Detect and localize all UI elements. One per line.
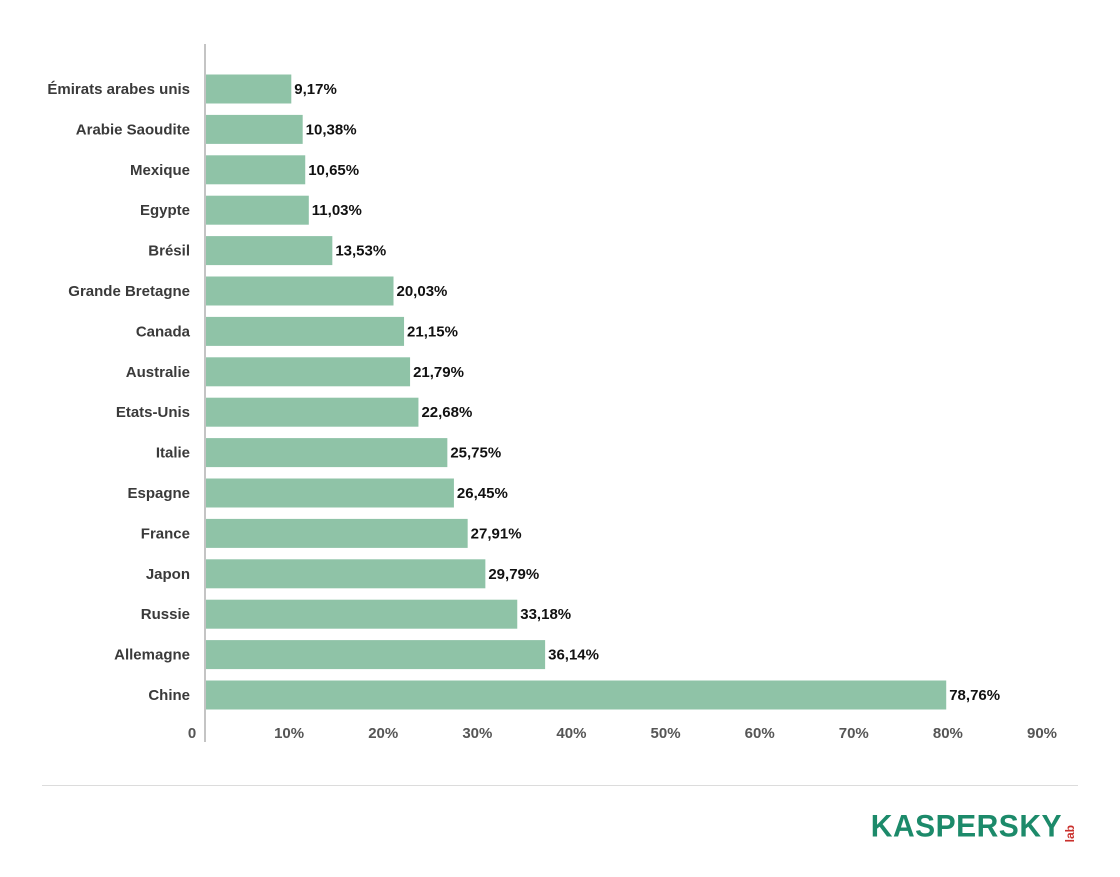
footer-divider bbox=[42, 785, 1078, 786]
bar bbox=[206, 397, 419, 427]
bar bbox=[206, 114, 303, 144]
data-label: 36,14% bbox=[548, 647, 599, 664]
category-label: Mexique bbox=[130, 162, 190, 179]
x-tick-label: 30% bbox=[462, 725, 492, 742]
data-label: 22,68% bbox=[421, 404, 472, 421]
category-label: Brésil bbox=[148, 243, 190, 260]
category-label: Italie bbox=[156, 445, 190, 462]
x-tick-label: 70% bbox=[839, 725, 869, 742]
data-label: 9,17% bbox=[294, 81, 337, 98]
category-label: Australie bbox=[126, 364, 190, 381]
category-label: Allemagne bbox=[114, 647, 190, 664]
category-label: Canada bbox=[136, 323, 191, 340]
bar bbox=[206, 680, 947, 710]
data-label: 21,15% bbox=[407, 323, 458, 340]
data-label: 26,45% bbox=[457, 485, 508, 502]
logo-text: KASPERSKY bbox=[870, 809, 1062, 844]
x-tick-label: 20% bbox=[368, 725, 398, 742]
bar bbox=[206, 559, 486, 589]
category-label: Chine bbox=[148, 687, 190, 704]
bar bbox=[206, 640, 546, 670]
data-label: 13,53% bbox=[335, 243, 386, 260]
data-label: 33,18% bbox=[520, 606, 571, 623]
bar bbox=[206, 478, 454, 508]
bar bbox=[206, 276, 394, 306]
data-label: 20,03% bbox=[397, 283, 448, 300]
category-label: Russie bbox=[141, 606, 190, 623]
data-label: 21,79% bbox=[413, 364, 464, 381]
bar bbox=[206, 155, 306, 185]
category-label: Etats-Unis bbox=[116, 404, 190, 421]
data-label: 10,38% bbox=[306, 121, 357, 138]
category-label: Arabie Saoudite bbox=[76, 121, 190, 138]
data-label: 29,79% bbox=[488, 566, 539, 583]
bar bbox=[206, 438, 448, 468]
x-tick-label: 10% bbox=[274, 725, 304, 742]
data-label: 27,91% bbox=[471, 525, 522, 542]
x-tick-label: 80% bbox=[933, 725, 963, 742]
bar bbox=[206, 74, 292, 104]
bar bbox=[206, 316, 405, 346]
category-label: France bbox=[141, 525, 190, 542]
category-label: Grande Bretagne bbox=[68, 283, 190, 300]
kaspersky-logo: KASPERSKY lab bbox=[870, 809, 1077, 844]
bar-chart: Émirats arabes unis 9,17% Arabie Saoudite 1… bbox=[47, 44, 1057, 742]
category-label: Egypte bbox=[140, 202, 190, 219]
category-label: Émirats arabes unis bbox=[47, 81, 190, 98]
bar bbox=[206, 236, 333, 266]
data-label: 25,75% bbox=[450, 445, 501, 462]
x-tick-label: 60% bbox=[745, 725, 775, 742]
x-tick-label: 40% bbox=[556, 725, 586, 742]
bar bbox=[206, 599, 518, 629]
data-label: 10,65% bbox=[308, 162, 359, 179]
category-label: Japon bbox=[146, 566, 190, 583]
x-tick-label: 0 bbox=[188, 725, 196, 742]
category-label: Espagne bbox=[127, 485, 190, 502]
logo-sub: lab bbox=[1063, 824, 1077, 842]
data-label: 78,76% bbox=[949, 687, 1000, 704]
x-tick-label: 90% bbox=[1027, 725, 1057, 742]
bar bbox=[206, 195, 309, 225]
bar bbox=[206, 518, 468, 548]
bar bbox=[206, 357, 411, 387]
data-label: 11,03% bbox=[312, 202, 362, 219]
x-tick-label: 50% bbox=[651, 725, 681, 742]
